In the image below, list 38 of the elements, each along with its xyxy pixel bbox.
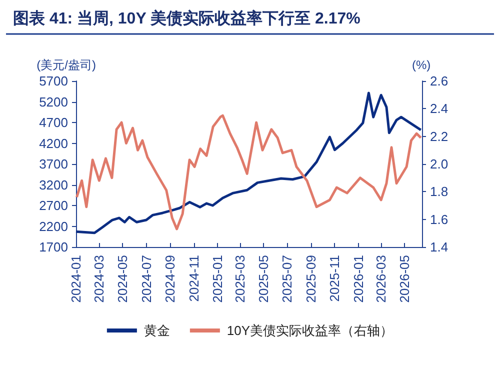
y-tick-label: 3200 xyxy=(39,177,68,192)
y-tick-label: 2200 xyxy=(39,218,68,234)
y-tick-label: 4700 xyxy=(39,115,68,130)
x-tick-label: 2024-11 xyxy=(186,255,202,302)
y2-tick-label: 1.8 xyxy=(430,184,448,200)
x-tick-label: 2024-07 xyxy=(138,255,154,303)
y2-tick-label: 2.4 xyxy=(430,101,448,116)
y-tick-label: 1700 xyxy=(39,240,68,254)
line-series xyxy=(76,114,422,230)
y-tick-label: 3700 xyxy=(39,156,68,172)
y2-tick-label: 2.2 xyxy=(430,128,448,144)
x-tick-label: 2024-05 xyxy=(115,255,130,303)
y-axis-title: (美元/盎司) xyxy=(36,58,96,72)
x-tick-label: 2025-03 xyxy=(232,255,248,303)
x-tick-label: 2025-05 xyxy=(256,255,272,303)
y2-tick-label: 1.4 xyxy=(430,240,448,254)
x-tick-label: 2024-03 xyxy=(92,255,107,303)
y-tick-label: 5200 xyxy=(39,94,68,110)
x-tick-label: 2026-03 xyxy=(374,255,389,303)
x-tick-label: 2025-09 xyxy=(304,255,319,303)
x-tick-label: 2024-09 xyxy=(162,255,178,303)
legend-label: 黄金 xyxy=(144,323,170,338)
chart-title: 图表 41: 当周, 10Y 美债实际收益率下行至 2.17% xyxy=(13,8,360,28)
y-tick-label: 4200 xyxy=(39,136,68,151)
legend-label: 10Y美债实际收益率（右轴） xyxy=(226,323,394,338)
x-tick-label: 2024-01 xyxy=(68,255,84,303)
y2-tick-label: 1.6 xyxy=(430,212,448,227)
x-tick-label: 2025-01 xyxy=(210,255,225,303)
y-tick-label: 5700 xyxy=(39,74,68,88)
y2-axis-title: (%) xyxy=(412,58,431,72)
x-tick-label: 2026-01 xyxy=(350,255,366,303)
y-tick-label: 2700 xyxy=(39,198,68,213)
x-tick-label: 2025-11 xyxy=(327,255,342,302)
x-tick-label: 2025-07 xyxy=(280,255,295,303)
line-series xyxy=(74,92,422,234)
y2-tick-label: 2.6 xyxy=(430,74,448,88)
x-tick-label: 2026-05 xyxy=(397,255,412,303)
y2-tick-label: 2.0 xyxy=(430,156,448,172)
